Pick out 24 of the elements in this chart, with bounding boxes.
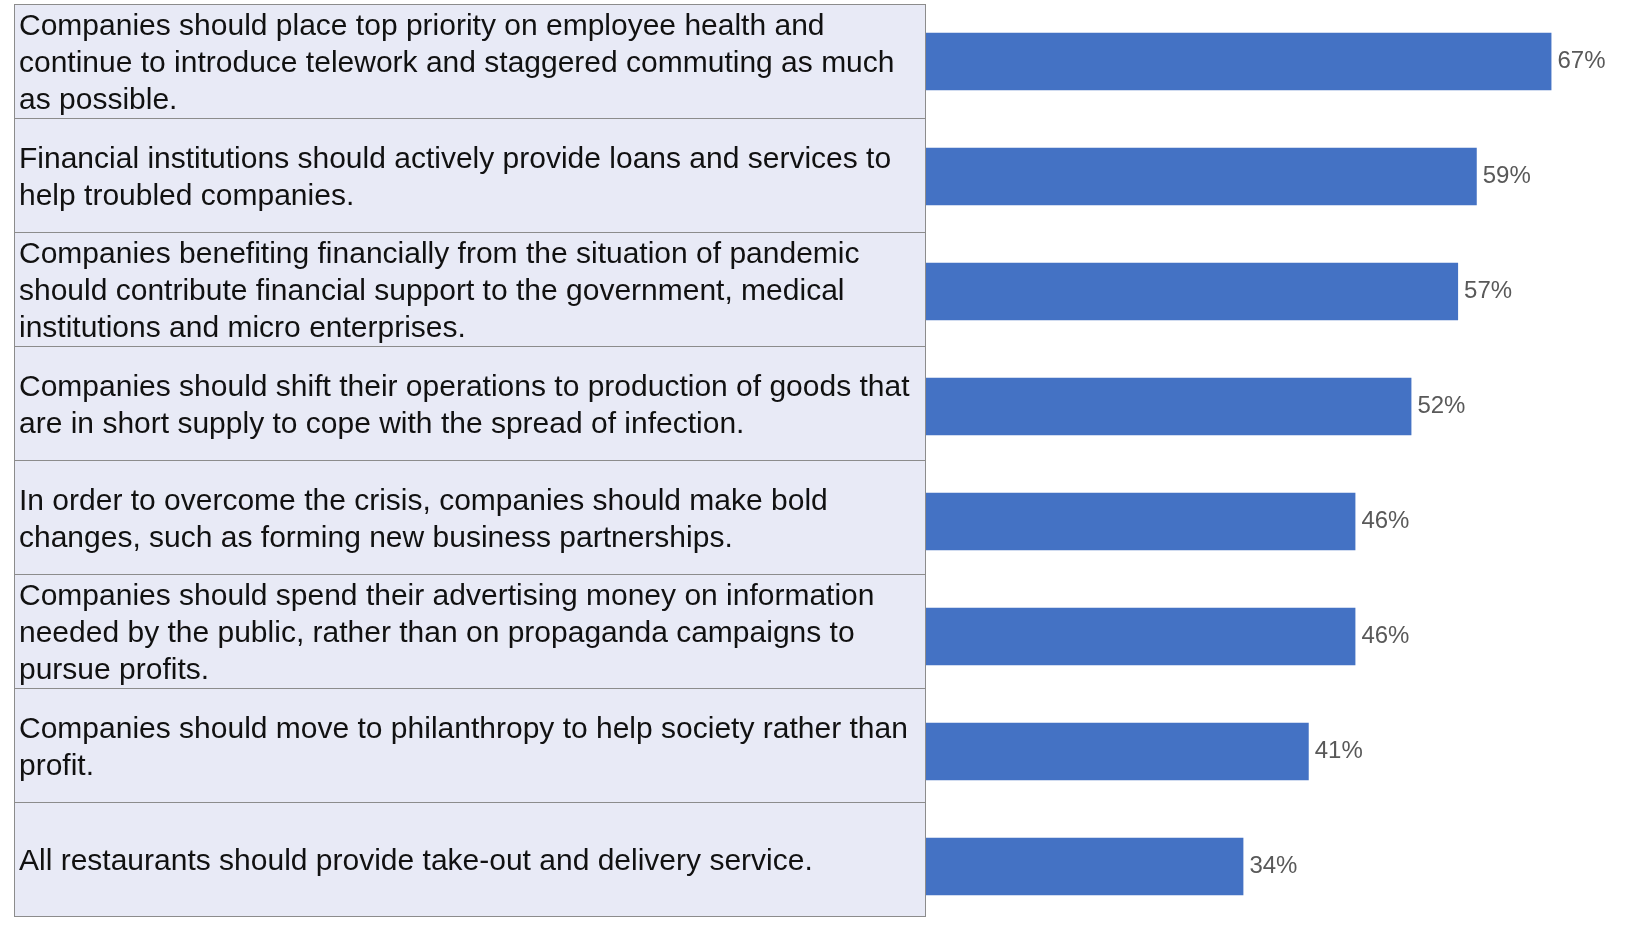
data-label: 57% <box>1464 276 1513 304</box>
data-label: 67% <box>1557 46 1606 74</box>
bar <box>926 492 1356 551</box>
bar <box>926 32 1552 91</box>
data-label: 59% <box>1482 161 1531 189</box>
data-label: 52% <box>1417 391 1466 419</box>
bar <box>926 377 1412 436</box>
y-tick-label: Financial institutions should actively provide loans and services to help troubled companies. <box>14 118 926 233</box>
y-tick-label: Companies should shift their operations to production of goods that are in short supply to cope with the spread of infection. <box>14 346 926 461</box>
y-tick-label: Companies should place top priority on employee health and continue to introduce telework and staggered commuting as much as possible. <box>14 4 926 119</box>
bar <box>926 147 1477 206</box>
y-tick-label: In order to overcome the crisis, companies should make bold changes, such as forming new business partnerships. <box>14 460 926 575</box>
data-label: 46% <box>1361 621 1410 649</box>
y-tick-label: All restaurants should provide take-out and delivery service. <box>14 802 926 917</box>
bar <box>926 837 1244 896</box>
y-tick-label: Companies benefiting financially from the situation of pandemic should contribute financial support to the government, medical institutions and micro enterprises. <box>14 232 926 347</box>
y-tick-label: Companies should spend their advertising money on information needed by the public, rather than on propaganda campaigns to pursue profits. <box>14 574 926 689</box>
data-label: 34% <box>1249 851 1298 879</box>
data-label: 41% <box>1314 736 1363 764</box>
y-tick-label: Companies should move to philanthropy to help society rather than profit. <box>14 688 926 803</box>
bar <box>926 722 1309 781</box>
data-label: 46% <box>1361 506 1410 534</box>
bar <box>926 262 1459 321</box>
bar <box>926 607 1356 666</box>
